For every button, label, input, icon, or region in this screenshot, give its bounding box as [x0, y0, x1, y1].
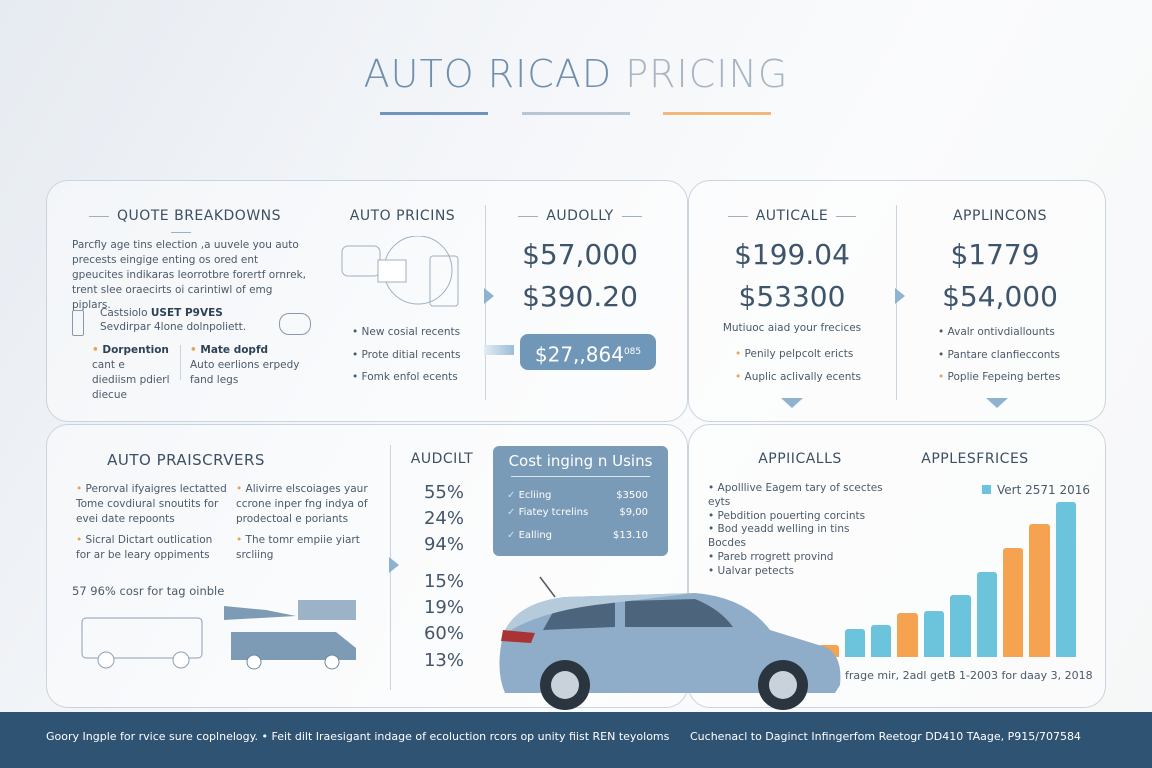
bullet: • Sicral Dictart outlication for ar be l… [76, 534, 213, 561]
audolly-heading: AUDOLLY [505, 208, 655, 224]
phone-icon [72, 310, 84, 336]
percent: 19% [423, 597, 464, 618]
praiscrvers-note: 57 96% cosr for tag oinble [72, 584, 225, 598]
auticale-heading: AUTICALE [712, 208, 872, 224]
cost-label: Castsiolo USET P9VES [100, 307, 223, 319]
costing-rows: ✓ Ecliing $3500 ✓ Fiatey tcrelins $9,00 ✓ … [507, 490, 648, 541]
arrow-down-icon [986, 398, 1008, 408]
chart-bar [1055, 502, 1076, 657]
costing-card: Cost inging n Usins ✓ Ecliing $3500 ✓ Fia… [493, 446, 668, 556]
price: $1779 [950, 238, 1040, 271]
car-phone-illustration [341, 236, 459, 307]
col2: • Mate dopfd Auto eerlions erpedy fand le… [190, 344, 300, 386]
arrow-right-icon [484, 288, 494, 304]
arrow-right-icon [389, 557, 399, 573]
footer-left: Goory Ingple for rvice sure coplnelogy. … [46, 730, 670, 743]
percent: 13% [423, 650, 464, 671]
arrow-right-icon [484, 345, 514, 355]
bullet: • The tomr empiie yiart srcliing [236, 534, 360, 561]
price: $57,000 [522, 238, 638, 271]
quote-body: Parcfly age tins election ,a uuvele you … [72, 239, 306, 311]
praiscrvers-heading: AUTO PRAISCRVERS [107, 451, 265, 469]
auticale-list: • Penily pelpcolt ericts • Auplic aclival… [735, 348, 861, 383]
arrow-right-icon [895, 288, 905, 304]
highlight-price-badge: $27,,864085 [520, 334, 656, 370]
calculator-icon [279, 313, 311, 335]
cost-sub: Sevdirpar 4lone dolnpoliett. [100, 321, 247, 333]
chart-legend: Vert 2571 2016 [982, 483, 1090, 498]
chart-bar [1002, 548, 1024, 657]
applincons-heading: APPLINCONS [952, 208, 1048, 224]
percent: 60% [423, 623, 464, 644]
chart-bar [844, 628, 866, 657]
auticale-sub: Mutiuoc aiad your frecices [722, 322, 862, 334]
auto-pricins-heading: AUTO PRICINS [349, 208, 456, 224]
auto-pricins-list: • New cosial recents • Prote ditial recen… [352, 326, 461, 383]
percent: 24% [423, 508, 464, 529]
chart-bar [897, 612, 918, 657]
costing-heading: Cost inging n Usins [508, 452, 653, 470]
title-underline [663, 112, 771, 115]
chart-bar [1029, 524, 1050, 657]
bar-chart [790, 497, 1080, 657]
percent: 55% [423, 482, 464, 503]
price: $390.20 [522, 280, 638, 313]
chart-caption: frage mir, 2adl getB 1-2003 for daay 3, … [845, 669, 1093, 682]
chart-title: APPLESFRICES [921, 451, 1029, 467]
footer-right: Cuchenacl to Daginct Infingerfom Reetogr… [690, 730, 1081, 743]
chart-bar [976, 572, 997, 657]
bullet: • Alivirre elscoiages yaur ccrone inper … [236, 483, 368, 525]
applicalls-list: • Apolllive Eagem tary of scectes eyts • … [708, 482, 883, 577]
percent: 15% [423, 571, 464, 592]
price: $199.04 [734, 238, 850, 271]
applincons-list: • Avalr ontivdiallounts • Pantare clanfie… [938, 326, 1061, 383]
title-underline [380, 112, 488, 115]
title-underline [522, 112, 630, 115]
col1: • Dorpention cant e diediism pdierl diecu… [92, 344, 170, 401]
vehicles-illustration [81, 600, 356, 670]
footer: Goory Ingple for rvice sure coplnelogy. … [0, 712, 1152, 768]
arrow-down-icon [781, 398, 803, 408]
quote-heading: QUOTE BREAKDOWNS [66, 208, 296, 240]
price: $54,000 [942, 280, 1058, 313]
applicalls-heading: APPIICALLS [758, 451, 842, 467]
page-title: AUTO RICAD PRICING [363, 52, 789, 96]
percent: 94% [423, 534, 464, 555]
chart-bar [923, 610, 945, 657]
quote-panel [46, 180, 688, 422]
chart-bar [950, 594, 971, 657]
car-illustration [499, 576, 841, 710]
chart-bar [871, 624, 892, 657]
divider [180, 345, 181, 380]
price: $53300 [738, 280, 846, 313]
audcilt-heading: AUDCILT [410, 451, 474, 467]
bullet: • Perorval ifyaigres lectatted Tome covd… [76, 483, 227, 525]
